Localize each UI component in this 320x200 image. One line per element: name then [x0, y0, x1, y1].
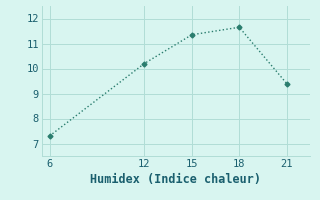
X-axis label: Humidex (Indice chaleur): Humidex (Indice chaleur) — [91, 173, 261, 186]
